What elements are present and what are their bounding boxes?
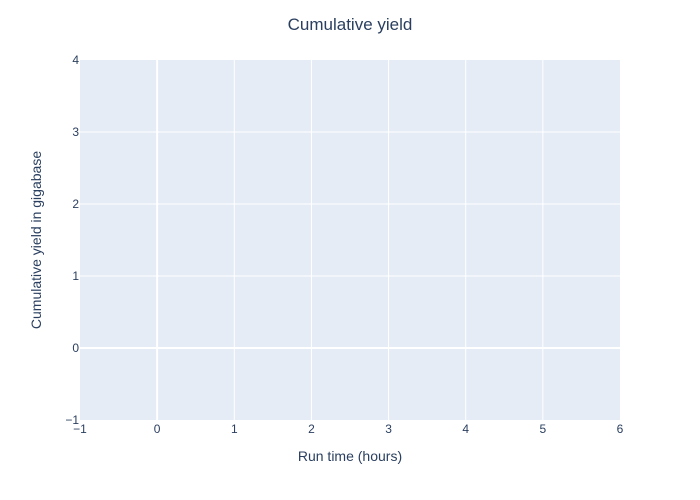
- x-axis-title: Run time (hours): [298, 448, 402, 464]
- y-axis-title: Cumulative yield in gigabase: [28, 151, 44, 329]
- y-tick-label: 3: [72, 125, 79, 139]
- x-tick-label: 5: [540, 422, 547, 436]
- grid-lines: [80, 60, 620, 420]
- y-tick-label: 0: [72, 341, 79, 355]
- y-tick-label: 4: [72, 53, 79, 67]
- x-tick-label: 0: [154, 422, 161, 436]
- x-tick-label: 3: [385, 422, 392, 436]
- y-tick-label: 2: [72, 197, 79, 211]
- x-tick-label: 1: [231, 422, 238, 436]
- x-tick-label: 6: [617, 422, 624, 436]
- chart-title: Cumulative yield: [288, 15, 413, 34]
- plot-area: [80, 60, 620, 420]
- x-tick-label: 2: [308, 422, 315, 436]
- y-tick-label: 1: [72, 269, 79, 283]
- x-tick-label: −1: [73, 422, 87, 436]
- x-tick-label: 4: [462, 422, 469, 436]
- x-axis-ticks: −1 0 1 2 3 4 5 6: [73, 422, 624, 436]
- y-axis-ticks: −1 0 1 2 3 4: [65, 53, 79, 427]
- y-tick-label: −1: [65, 413, 79, 427]
